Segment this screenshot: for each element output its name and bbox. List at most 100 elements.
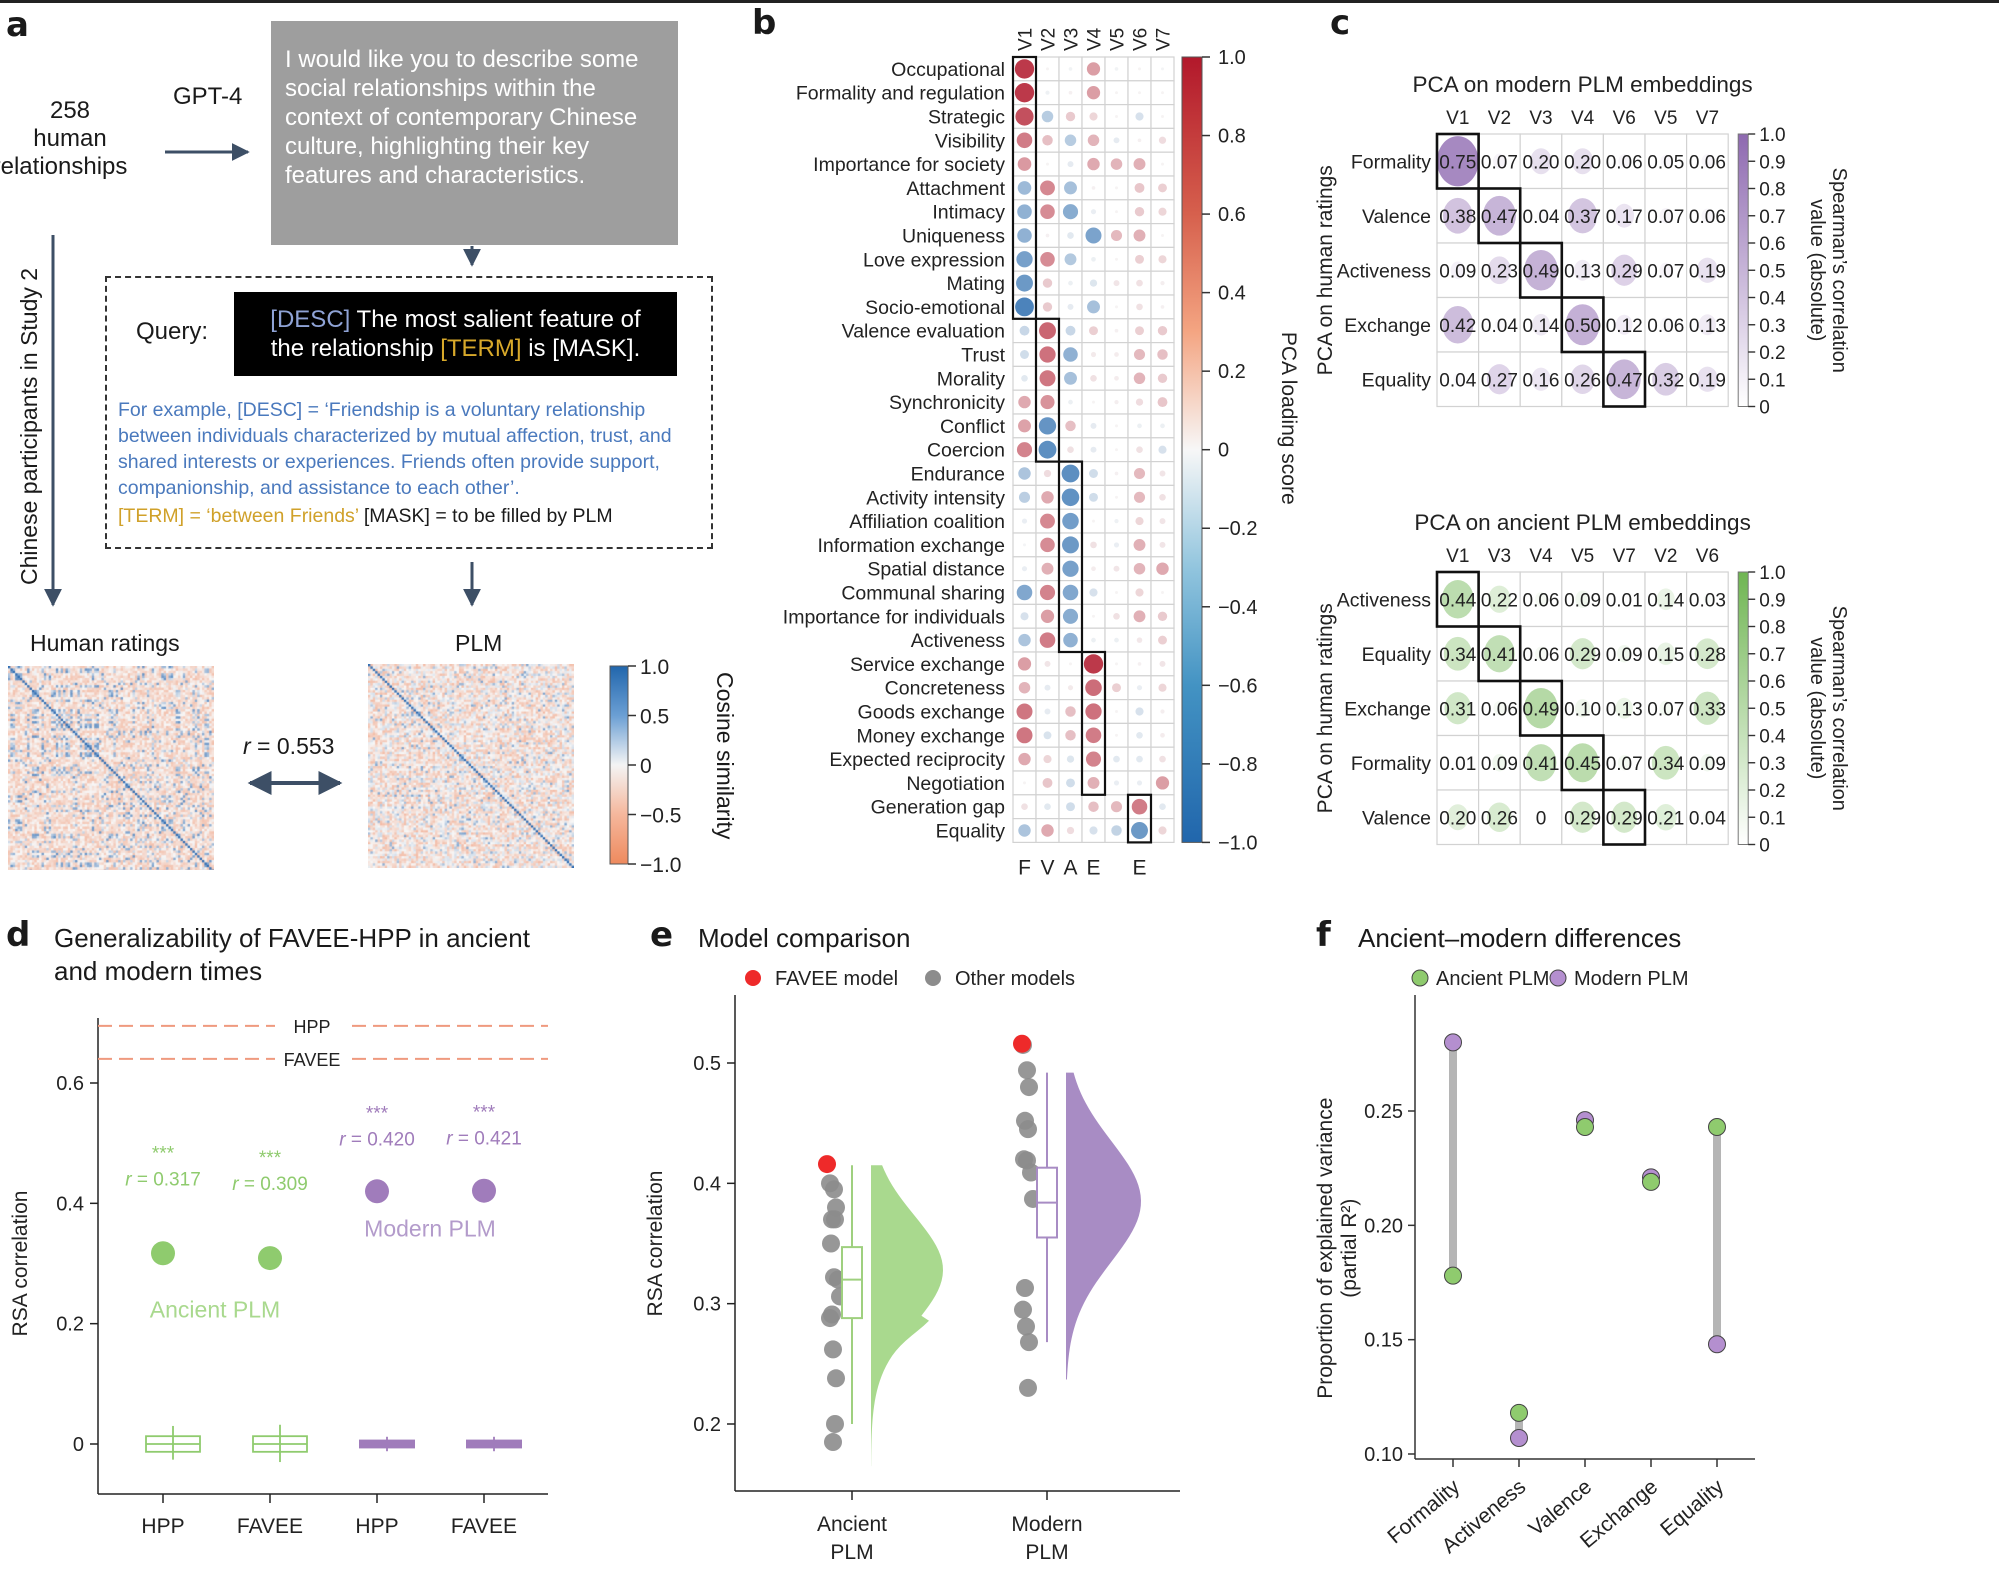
rsa-point (365, 1179, 389, 1204)
loading-dot (1091, 186, 1096, 190)
x-tick-label-line1: Modern (1011, 1513, 1082, 1536)
r-value-label: r = 0.553 (243, 733, 334, 760)
correlation-value: 0.21 (1647, 808, 1684, 829)
r-value-label: r = 0.421 (446, 1129, 522, 1150)
loading-dot (1065, 730, 1076, 741)
loading-dot (1133, 229, 1146, 242)
loading-dot (1113, 565, 1120, 572)
heatmap-title: PCA on ancient PLM embeddings (1414, 510, 1750, 535)
participants-label: Chinese participants in Study 2 (16, 267, 42, 585)
correlation-value: 0.50 (1564, 316, 1601, 337)
correlation-value: 0.16 (1523, 370, 1560, 391)
panel-a-arrows (44, 143, 481, 795)
y-axis-label: PCA on human ratings (1314, 603, 1337, 813)
loading-dot (1136, 303, 1143, 311)
row-label: Negotiation (906, 773, 1005, 795)
correlation-ellipse (1698, 314, 1717, 336)
correlation-ellipse (1531, 367, 1551, 391)
loading-dot (1068, 280, 1073, 286)
loading-dot (1135, 517, 1144, 526)
loading-dot (1115, 710, 1118, 713)
colorbar-tick-label: 0 (640, 755, 652, 778)
loading-dot (1161, 162, 1164, 166)
correlation-value: 0.32 (1647, 370, 1684, 391)
loading-dot (1040, 513, 1055, 529)
correlation-ellipse (1651, 745, 1680, 780)
column-label-v4: V4 (1085, 27, 1106, 51)
loading-dot (1114, 352, 1119, 357)
correlation-value: 0.26 (1564, 370, 1601, 391)
correlation-value: 0.31 (1439, 699, 1476, 720)
correlation-value: 0.33 (1689, 699, 1726, 720)
loading-dot (1133, 491, 1146, 503)
column-label: V6 (1696, 546, 1719, 567)
loading-dot (1016, 442, 1033, 458)
row-label: Equality (1362, 644, 1432, 666)
loading-dot (1021, 374, 1028, 382)
panel-d-chart: 0 0.2 0.4 0.6 RSA correlation HPP FAVEE HPP FAVE… (9, 1017, 548, 1538)
loading-dot (1135, 707, 1144, 716)
correlation-ellipse (1656, 642, 1676, 665)
loading-dot (1068, 399, 1073, 405)
correlation-ellipse (1656, 588, 1675, 611)
loading-dot (1160, 709, 1165, 714)
correlation-value: 0.47 (1481, 207, 1518, 228)
panel-f-letter: f (1316, 915, 1331, 955)
loading-dot (1016, 703, 1033, 720)
correlation-ellipse (1607, 359, 1641, 400)
row-label: Formality and regulation (796, 83, 1005, 105)
loading-dot (1133, 538, 1146, 551)
loading-dot (1138, 67, 1141, 71)
loading-dot (1042, 135, 1053, 146)
example-description: For example, [DESC] = ‘Friendship is a v… (118, 399, 672, 499)
other-model-point (822, 1234, 840, 1253)
loading-dot (1065, 325, 1076, 336)
correlation-value: 0.26 (1481, 808, 1518, 829)
correlation-ellipse (1493, 153, 1506, 169)
column-label: V1 (1446, 546, 1469, 567)
loading-dot (1018, 633, 1031, 647)
y-tick-label: 0.4 (56, 1193, 84, 1215)
row-label: Visibility (935, 130, 1005, 152)
grid-cell (1436, 734, 1480, 791)
correlation-value: 0.49 (1523, 699, 1560, 720)
correlation-ellipse (1524, 687, 1558, 729)
correlation-value: 0.04 (1689, 808, 1726, 829)
colorbar-tick-label: 0 (1759, 836, 1770, 857)
correlation-value: 0.05 (1647, 152, 1684, 173)
correlation-ellipse (1693, 691, 1722, 725)
legend-label: Other models (955, 968, 1075, 990)
x-tick-label-line2: PLM (830, 1541, 873, 1564)
loading-dot (1158, 826, 1167, 835)
loading-dot (1134, 182, 1145, 193)
modern-point (1444, 1033, 1462, 1052)
column-label: V4 (1571, 108, 1595, 129)
colorbar-tick-label: 0.2 (1759, 781, 1785, 802)
correlation-ellipse (1450, 261, 1465, 279)
correlation-ellipse (1525, 744, 1557, 782)
loading-dot (1155, 776, 1170, 790)
favee-model-point (818, 1155, 836, 1174)
correlation-ellipse (1701, 154, 1714, 169)
cosine-colorbar-title: Cosine similarity (712, 672, 738, 840)
loading-dot (1133, 610, 1146, 623)
significance-stars: *** (152, 1143, 175, 1164)
other-model-point (824, 1433, 842, 1452)
row-label: Valence evaluation (842, 321, 1005, 343)
loading-dot (1039, 322, 1056, 340)
loading-dot (1110, 801, 1123, 813)
loading-dot (1043, 755, 1052, 764)
loading-dot (1067, 232, 1074, 239)
loading-dot (1016, 251, 1033, 268)
loading-dot (1136, 755, 1143, 763)
loading-dot (1017, 157, 1032, 171)
loading-dot (1018, 752, 1031, 766)
correlation-ellipse (1565, 304, 1600, 346)
loading-dot (1160, 305, 1165, 309)
loading-dot (1090, 209, 1097, 215)
grid-cell (1602, 571, 1646, 628)
loading-dot (1042, 278, 1053, 288)
factor-box-v6 (1126, 793, 1153, 844)
loading-dot (1019, 325, 1030, 336)
correlation-value: 0.42 (1439, 316, 1476, 337)
